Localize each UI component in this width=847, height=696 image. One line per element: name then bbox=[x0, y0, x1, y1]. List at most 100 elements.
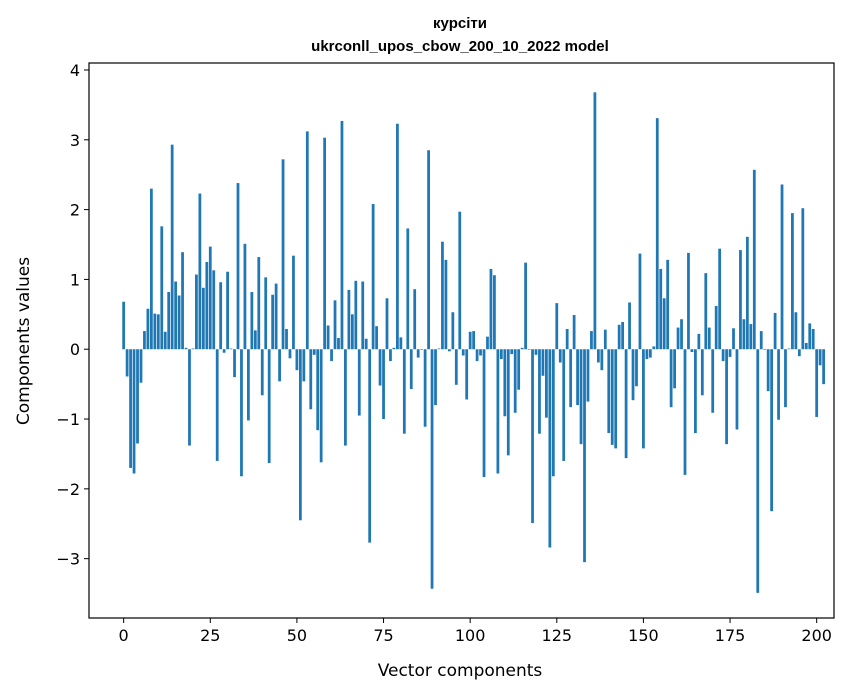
y-tick-label: 2 bbox=[70, 201, 80, 220]
bar bbox=[236, 183, 240, 350]
bar bbox=[323, 137, 327, 350]
bar bbox=[673, 349, 676, 389]
bar bbox=[143, 331, 146, 350]
x-tick-label: 125 bbox=[542, 626, 573, 645]
bar bbox=[607, 349, 611, 433]
bar bbox=[603, 329, 607, 350]
x-tick-label: 200 bbox=[801, 626, 832, 645]
bar bbox=[201, 287, 205, 350]
bar bbox=[489, 268, 493, 350]
bar bbox=[458, 211, 462, 350]
bar bbox=[132, 349, 136, 474]
x-tick-label: 50 bbox=[287, 626, 307, 645]
bar bbox=[330, 349, 333, 362]
bar bbox=[361, 281, 365, 350]
bar bbox=[773, 312, 777, 350]
bar bbox=[333, 300, 337, 350]
bar bbox=[170, 144, 174, 350]
bar bbox=[153, 313, 157, 350]
bar bbox=[766, 349, 770, 392]
bar bbox=[527, 349, 531, 350]
bar bbox=[545, 349, 548, 418]
bar bbox=[371, 204, 375, 350]
x-axis-label: Vector components bbox=[378, 661, 543, 681]
bar bbox=[354, 280, 358, 350]
bar bbox=[548, 349, 552, 548]
bar bbox=[156, 314, 160, 350]
bar bbox=[725, 349, 728, 445]
bar bbox=[635, 349, 638, 387]
bar bbox=[260, 349, 264, 396]
bar bbox=[399, 337, 403, 350]
bar bbox=[700, 349, 704, 396]
bar bbox=[337, 338, 340, 350]
bar bbox=[662, 298, 666, 350]
bar bbox=[721, 349, 725, 362]
x-tick-label: 25 bbox=[200, 626, 220, 645]
bar bbox=[316, 349, 320, 431]
bar bbox=[541, 349, 545, 376]
bar bbox=[451, 312, 455, 350]
bar bbox=[801, 208, 805, 350]
bar bbox=[787, 348, 791, 350]
bar bbox=[472, 331, 476, 350]
bar bbox=[326, 325, 330, 350]
bar bbox=[510, 349, 514, 355]
bar bbox=[253, 330, 257, 350]
bar bbox=[638, 253, 642, 350]
bar bbox=[309, 349, 313, 410]
bar bbox=[784, 349, 787, 408]
bar bbox=[517, 349, 521, 390]
bar bbox=[496, 349, 500, 474]
bar bbox=[281, 159, 285, 350]
bar bbox=[257, 257, 261, 350]
bar bbox=[659, 268, 663, 350]
bar bbox=[728, 349, 732, 357]
bar bbox=[385, 298, 389, 350]
bar bbox=[406, 228, 410, 350]
bars-group bbox=[122, 92, 825, 593]
bar bbox=[572, 315, 576, 350]
bar bbox=[191, 348, 195, 350]
bar bbox=[389, 349, 392, 362]
bar bbox=[534, 349, 538, 355]
bar bbox=[666, 259, 670, 350]
bar bbox=[288, 349, 292, 359]
bar bbox=[648, 349, 652, 358]
bar bbox=[302, 349, 306, 382]
bar bbox=[434, 349, 437, 406]
bar bbox=[305, 131, 309, 350]
bar bbox=[756, 349, 760, 593]
bar bbox=[742, 319, 746, 350]
bar bbox=[319, 349, 323, 463]
bar bbox=[551, 349, 555, 477]
bar bbox=[212, 270, 216, 350]
bar bbox=[791, 213, 794, 350]
bar bbox=[312, 349, 316, 355]
bar bbox=[437, 348, 441, 350]
bar bbox=[188, 349, 191, 446]
bar bbox=[804, 342, 808, 350]
bar bbox=[780, 184, 784, 350]
bar bbox=[600, 349, 604, 371]
x-tick-label: 100 bbox=[455, 626, 486, 645]
y-tick-label: 3 bbox=[70, 131, 80, 150]
bar bbox=[243, 243, 247, 350]
bar bbox=[392, 347, 396, 350]
bar bbox=[479, 349, 482, 356]
bar bbox=[770, 349, 774, 512]
bar bbox=[136, 349, 139, 444]
bar bbox=[704, 273, 708, 350]
bar bbox=[690, 349, 694, 353]
bar bbox=[735, 349, 739, 430]
bar bbox=[631, 349, 635, 401]
bar bbox=[718, 248, 722, 350]
bar bbox=[430, 349, 434, 589]
x-tick-label: 150 bbox=[628, 626, 659, 645]
bar bbox=[586, 349, 590, 402]
bar bbox=[621, 322, 625, 350]
bar bbox=[614, 349, 618, 449]
bar bbox=[499, 349, 503, 359]
bar bbox=[579, 349, 583, 445]
